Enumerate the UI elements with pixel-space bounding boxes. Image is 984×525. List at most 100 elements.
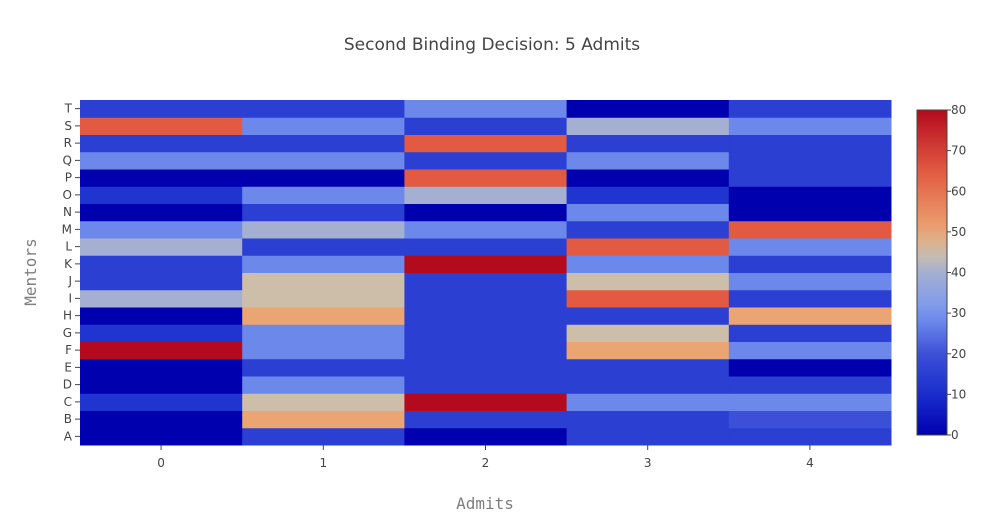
heatmap-cell (80, 410, 243, 429)
heatmap-cell (404, 358, 568, 377)
heatmap-cell (404, 203, 568, 222)
heatmap-cell (80, 238, 243, 256)
heatmap-cell (566, 134, 730, 153)
y-tick-label: M (62, 222, 72, 236)
heatmap-cell (728, 220, 892, 239)
heatmap-cell (566, 186, 730, 204)
heatmap-cell (80, 376, 243, 394)
heatmap-cell (728, 203, 892, 222)
colorbar-tick-label: 0 (951, 428, 959, 442)
heatmap-cell (728, 410, 892, 429)
heatmap-cell (80, 186, 243, 204)
heatmap-cell (728, 151, 892, 170)
heatmap-cell (728, 393, 892, 411)
chart-title: Second Binding Decision: 5 Admits (344, 35, 640, 55)
heatmap-cell (728, 341, 892, 360)
heatmap-cell (728, 358, 892, 377)
heatmap-cell (242, 410, 405, 429)
heatmap-cell (80, 358, 243, 377)
heatmap-cell (404, 151, 568, 170)
heatmap-cell (80, 393, 243, 411)
heatmap-cell (566, 358, 730, 377)
heatmap-cell (80, 272, 243, 291)
heatmap-cell (242, 134, 405, 153)
heatmap-cell (80, 151, 243, 170)
heatmap-cell (728, 117, 892, 135)
heatmap-cell (728, 272, 892, 291)
heatmap-cell (242, 151, 405, 170)
y-tick-label: K (64, 257, 73, 271)
heatmap-cell (80, 289, 243, 308)
heatmap-cell (242, 117, 405, 135)
heatmap-cell (242, 358, 405, 377)
heatmap-cell (242, 186, 405, 204)
heatmap-cell (242, 203, 405, 222)
heatmap-cell (566, 324, 730, 342)
heatmap-cell (566, 220, 730, 239)
y-tick-label: P (65, 171, 72, 185)
heatmap-cell (566, 393, 730, 411)
y-tick-label: L (65, 240, 72, 254)
heatmap-cell (566, 238, 730, 256)
x-tick-label: 3 (644, 456, 652, 470)
heatmap-cell (404, 341, 568, 360)
colorbar-tick-label: 40 (951, 266, 966, 280)
heatmap-cell (566, 100, 730, 118)
x-axis-ticks: 0 1 2 3 4 (157, 445, 814, 470)
heatmap-cell (566, 255, 730, 273)
heatmap-cell (80, 134, 243, 153)
heatmap-cell (404, 289, 568, 308)
heatmap-cell (566, 203, 730, 222)
y-tick-label: N (63, 205, 72, 219)
heatmap-cell (242, 238, 405, 256)
colorbar-tick-label: 50 (951, 225, 966, 239)
heatmap-cell (242, 341, 405, 360)
heatmap-cell (728, 307, 892, 325)
y-tick-label: Q (63, 153, 72, 167)
heatmap-cell (728, 100, 892, 118)
heatmap-cell (566, 289, 730, 308)
heatmap-cell (728, 427, 892, 446)
heatmap-cell (242, 255, 405, 273)
y-tick-label: D (63, 378, 72, 392)
heatmap-cell (242, 272, 405, 291)
heatmap-cell (404, 220, 568, 239)
heatmap-cell (728, 376, 892, 394)
heatmap-cell (404, 238, 568, 256)
x-tick-label: 1 (319, 456, 327, 470)
heatmap-cell (566, 376, 730, 394)
heatmap-cell (404, 100, 568, 118)
heatmap-cell (566, 169, 730, 187)
y-tick-label: B (64, 412, 72, 426)
heatmap-cells (80, 100, 892, 446)
heatmap-cell (566, 151, 730, 170)
heatmap-cell (80, 100, 243, 118)
heatmap-cell (566, 307, 730, 325)
y-tick-label: C (64, 395, 72, 409)
colorbar-tick-label: 80 (951, 103, 966, 117)
x-tick-label: 4 (806, 456, 814, 470)
y-tick-label: S (64, 119, 72, 133)
y-tick-label: H (63, 309, 72, 323)
colorbar-tick-label: 60 (951, 184, 966, 198)
heatmap-cell (80, 427, 243, 446)
heatmap-cell (566, 117, 730, 135)
y-tick-label: E (64, 360, 72, 374)
x-tick-label: 0 (157, 456, 165, 470)
colorbar-tick-label: 20 (951, 347, 966, 361)
y-tick-label: F (65, 343, 72, 357)
heatmap-cell (242, 220, 405, 239)
y-tick-label: J (67, 274, 72, 288)
heatmap-cell (404, 134, 568, 153)
heatmap-cell (242, 393, 405, 411)
heatmap-cell (404, 272, 568, 291)
heatmap-cell (80, 220, 243, 239)
colorbar-tick-label: 70 (951, 144, 966, 158)
heatmap-cell (728, 324, 892, 342)
heatmap-cell (404, 255, 568, 273)
heatmap-cell (728, 238, 892, 256)
y-tick-label: T (64, 102, 73, 116)
heatmap-cell (404, 393, 568, 411)
heatmap-cell (80, 255, 243, 273)
